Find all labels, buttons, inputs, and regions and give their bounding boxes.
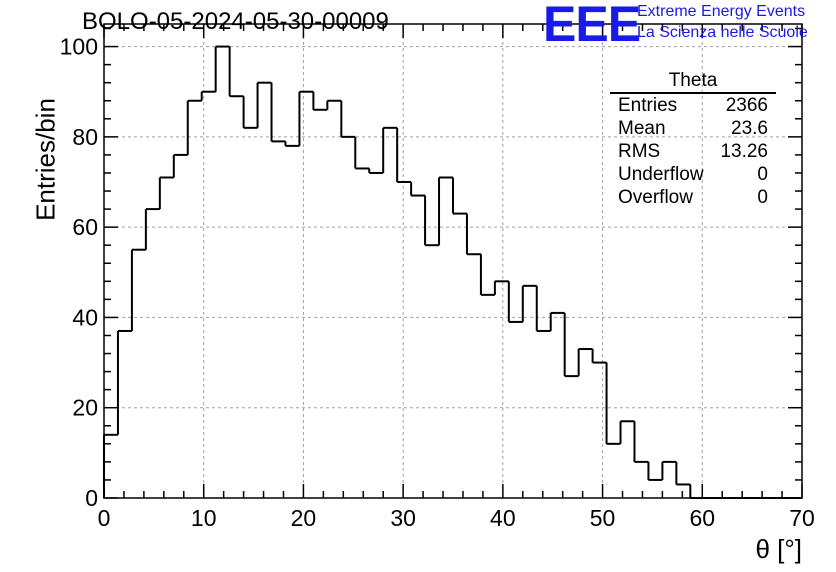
stats-row-entries: Entries 2366 [610,94,776,117]
y-tick-label: 100 [60,34,98,60]
x-tick-label: 40 [490,505,516,531]
histogram-bin [633,421,649,463]
histogram-bin [144,208,160,250]
y-axis-label-wrap: Entries/bin [6,98,61,221]
histogram-bin [563,312,579,378]
histogram-bin [158,176,174,210]
axis-ticks [103,24,803,499]
logo-line-2: La Scienza nelle Scuole [637,24,808,41]
histogram-bin [340,100,356,138]
histogram-bin [438,176,453,246]
stats-label: Mean [618,118,666,139]
histogram-bin [130,248,146,331]
histogram-bin [605,362,621,445]
stats-row-overflow: Overflow 0 [610,186,776,209]
y-tick-label: 0 [85,485,98,511]
histogram-bin [521,284,537,322]
x-tick-label: 20 [291,505,317,531]
stats-value: 23.6 [731,118,768,139]
histogram-bin [535,285,551,332]
histogram-bin [284,141,300,147]
histogram-bin [675,461,691,486]
histogram-bin [577,348,593,377]
histogram-bin [619,420,635,444]
y-tick-label: 40 [72,304,98,330]
histogram-bin [200,90,216,101]
histogram-bin [410,182,426,197]
histogram-bin [228,46,244,98]
histogram-bin [507,281,523,323]
eee-logo: EEE [543,0,641,52]
stats-value: 13.26 [720,141,768,162]
stats-label: Underflow [618,164,704,185]
histogram-bin [382,126,398,173]
x-axis-label: θ [°] [755,534,802,564]
y-tick-label: 20 [72,395,98,421]
histogram-bin [591,349,607,364]
stats-row-mean: Mean 23.6 [610,117,776,140]
x-tick-label: 30 [390,505,416,531]
stats-label: Overflow [618,187,693,208]
histogram-bin [354,136,370,170]
stats-row-underflow: Underflow 0 [610,163,776,186]
histogram-bin [270,82,286,143]
histogram-bin [396,127,412,183]
histogram-bin [298,90,314,146]
logo-line-1: Extreme Energy Events [637,3,806,20]
plot-title: BOLO-05-2024-05-30-00009 [82,8,389,35]
histogram-bin [116,329,132,435]
histogram-bin [549,311,565,331]
y-tick-label: 60 [72,214,98,240]
tick-labels: 0 10 20 30 40 50 60 70 0 20 40 60 80 100 [60,34,815,531]
stats-label: RMS [618,141,661,162]
histogram-bin [242,96,258,129]
histogram-bin [186,99,202,155]
x-tick-label: 10 [191,505,217,531]
stats-value: 2366 [725,95,768,116]
y-tick-label: 80 [72,124,98,150]
histogram-bin [326,99,342,110]
x-tick-label: 60 [689,505,715,531]
x-tick-label: 50 [590,505,616,531]
plot-border [103,23,803,499]
stats-row-rms: RMS 13.26 [610,140,776,163]
histogram-bin [172,153,188,178]
histogram-bin [661,460,677,480]
stats-label: Entries [618,95,678,116]
histogram-bin [424,195,440,247]
histogram-bin [256,81,272,128]
x-tick-label: 0 [98,505,111,531]
histogram-bin [368,168,384,174]
stats-value: 0 [757,187,768,208]
histogram-bin [647,461,663,481]
y-axis-label: Entries/bin [30,98,61,221]
histogram-bin [452,177,467,215]
histogram-bin [312,91,328,111]
grid-lines [104,24,802,498]
stats-box: Theta Entries 2366 Mean 23.6 RMS 13.26 U… [610,70,776,209]
plot-frame [103,23,803,499]
histogram-bin [479,254,495,296]
histogram-bin [214,45,230,92]
stats-title: Theta [610,70,776,94]
histogram-bin [493,280,509,295]
histogram-bars [103,45,802,499]
x-tick-label: 70 [789,505,815,531]
histogram-bin [465,213,481,256]
stats-value: 0 [757,164,768,185]
